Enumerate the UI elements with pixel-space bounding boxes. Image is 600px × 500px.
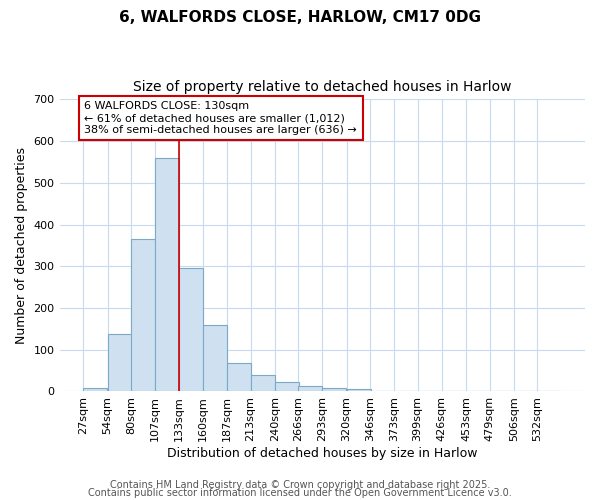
Bar (179, 268, 203, 392)
Y-axis label: Number of detached properties: Number of detached properties (15, 147, 28, 344)
Text: Contains HM Land Registry data © Crown copyright and database right 2025.: Contains HM Land Registry data © Crown c… (110, 480, 490, 490)
Title: Size of property relative to detached houses in Harlow: Size of property relative to detached ho… (133, 80, 512, 94)
Text: Contains public sector information licensed under the Open Government Licence v3: Contains public sector information licen… (88, 488, 512, 498)
Bar (107, 334, 131, 392)
Bar (227, 364, 251, 392)
Bar (275, 382, 299, 392)
Bar (155, 158, 179, 392)
Text: 6 WALFORDS CLOSE: 130sqm
← 61% of detached houses are smaller (1,012)
38% of sem: 6 WALFORDS CLOSE: 130sqm ← 61% of detach… (85, 102, 357, 134)
X-axis label: Distribution of detached houses by size in Harlow: Distribution of detached houses by size … (167, 447, 478, 460)
Bar (347, 390, 371, 392)
Bar (203, 324, 227, 392)
Bar (370, 390, 394, 392)
Text: 6, WALFORDS CLOSE, HARLOW, CM17 0DG: 6, WALFORDS CLOSE, HARLOW, CM17 0DG (119, 10, 481, 25)
Bar (322, 388, 346, 392)
Bar (83, 388, 107, 392)
Bar (251, 375, 275, 392)
Bar (131, 239, 155, 392)
Bar (298, 386, 322, 392)
